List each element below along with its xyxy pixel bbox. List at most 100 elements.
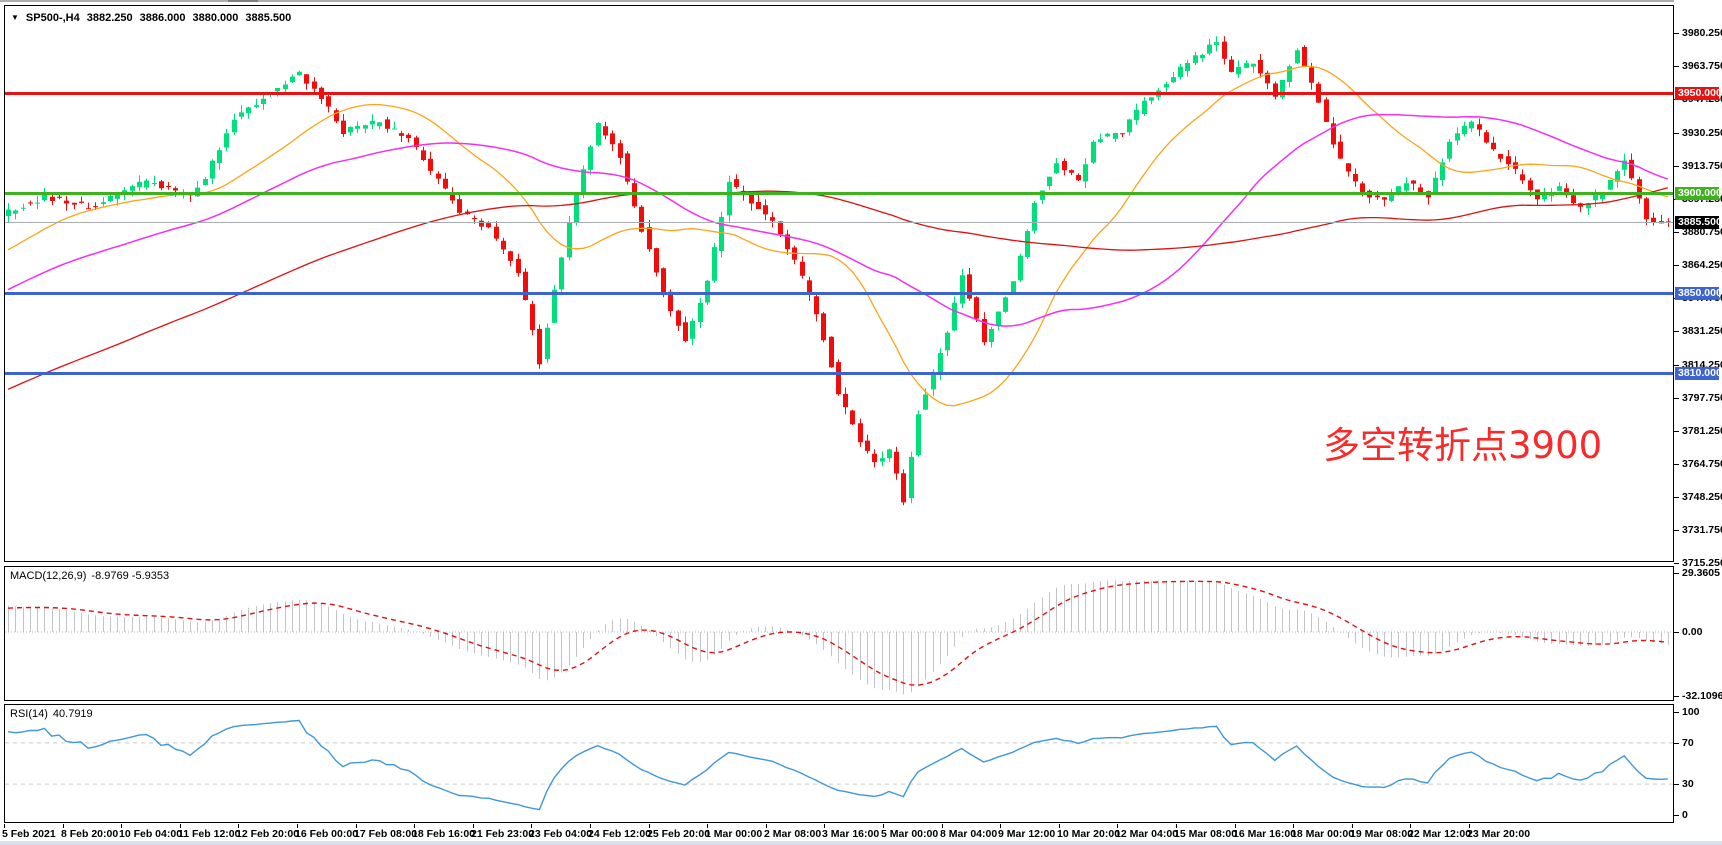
rsi-tick-label: 0	[1682, 809, 1688, 821]
time-axis-label: 16 Feb 00:00	[295, 828, 359, 840]
moving-average-fast	[7, 65, 1668, 407]
time-tick-mark	[180, 824, 181, 828]
time-axis-label: 16 Mar 16:00	[1233, 828, 1297, 840]
time-tick-mark	[1410, 824, 1411, 828]
time-tick-mark	[4, 824, 5, 828]
time-axis-label: 23 Feb 04:00	[529, 828, 593, 840]
price-tick-label: 3797.750	[1682, 392, 1722, 404]
moving-average-medium	[7, 113, 1669, 327]
price-tick-label: 3864.250	[1682, 259, 1722, 271]
chart-annotation-text: 多空转折点3900	[1323, 424, 1603, 467]
symbol-timeframe-label: SP500-,H4	[25, 12, 80, 24]
rsi-name: RSI(14)	[10, 708, 48, 720]
axis-tick-mark	[1674, 530, 1679, 531]
time-axis[interactable]: 5 Feb 2021 8 Feb 20:00 10 Feb 04:00 11 Feb …	[0, 824, 1674, 841]
time-axis-label: 19 Mar 08:00	[1350, 828, 1414, 840]
window-top-border	[0, 0, 1722, 2]
candlestick-chart-canvas[interactable]	[5, 6, 1673, 561]
time-tick-mark	[1117, 824, 1118, 828]
rsi-tick-label: 30	[1682, 778, 1694, 790]
quote-close: 3885.500	[245, 12, 292, 24]
axis-tick-mark	[1674, 33, 1679, 34]
time-tick-mark	[297, 824, 298, 828]
price-level-badge: 3850.000	[1675, 287, 1722, 300]
time-tick-mark	[63, 824, 64, 828]
time-axis-label: 5 Mar 00:00	[881, 828, 939, 840]
symbol-dropdown-icon[interactable]: ▼	[11, 13, 19, 22]
time-tick-mark	[121, 824, 122, 828]
time-axis-label: 12 Feb 20:00	[236, 828, 300, 840]
time-axis-label: 25 Feb 20:00	[647, 828, 711, 840]
rsi-value: 40.7919	[52, 708, 93, 720]
time-axis-label: 11 Feb 12:00	[178, 828, 241, 840]
time-axis-label: 23 Mar 20:00	[1467, 828, 1531, 840]
macd-chart-canvas[interactable]	[5, 567, 1673, 700]
time-axis-label: 24 Feb 12:00	[588, 828, 652, 840]
price-tick-label: 3963.750	[1682, 60, 1722, 72]
macd-signal-line	[7, 580, 1668, 686]
macd-indicator-panel[interactable]: MACD(12,26,9) -8.9769 -5.9353	[4, 566, 1674, 701]
time-tick-mark	[531, 824, 532, 828]
rsi-tick-label: 70	[1682, 737, 1694, 749]
time-tick-mark	[590, 824, 591, 828]
time-axis-label: 12 Mar 04:00	[1115, 828, 1179, 840]
axis-tick-mark	[1674, 632, 1679, 633]
window-top-border-notch	[228, 0, 258, 2]
price-tick-label: 3748.250	[1682, 491, 1722, 503]
axis-tick-mark	[1674, 232, 1679, 233]
time-tick-mark	[707, 824, 708, 828]
time-axis-label: 17 Feb 08:00	[354, 828, 418, 840]
time-axis-label: 8 Mar 04:00	[940, 828, 998, 840]
time-tick-mark	[414, 824, 415, 828]
price-tick-label: 3913.750	[1682, 160, 1722, 172]
window-bottom-strip	[0, 841, 1722, 845]
time-axis-label: 21 Feb 23:00	[471, 828, 535, 840]
rsi-indicator-panel[interactable]: RSI(14) 40.7919	[4, 704, 1674, 823]
macd-name: MACD(12,26,9)	[10, 570, 87, 582]
macd-tick-label: 0.00	[1682, 626, 1703, 638]
time-axis-label: 15 Mar 08:00	[1174, 828, 1238, 840]
axis-tick-mark	[1674, 66, 1679, 67]
time-axis-label: 5 Feb 2021	[2, 828, 56, 840]
axis-tick-mark	[1674, 398, 1679, 399]
price-level-badge: 3950.000	[1675, 87, 1722, 100]
macd-tick-label: -32.1096	[1682, 690, 1722, 702]
axis-tick-mark	[1674, 265, 1679, 266]
axis-tick-mark	[1674, 784, 1679, 785]
price-level-badge: 3900.000	[1675, 187, 1722, 200]
time-axis-label: 10 Feb 04:00	[119, 828, 183, 840]
quote-low: 3880.000	[192, 12, 239, 24]
time-axis-label: 8 Feb 20:00	[61, 828, 119, 840]
time-tick-mark	[473, 824, 474, 828]
axis-tick-mark	[1674, 712, 1679, 713]
time-tick-mark	[1000, 824, 1001, 828]
price-tick-label: 3880.750	[1682, 226, 1722, 238]
main-chart-panel[interactable]: ▼ SP500-,H4 3882.250 3886.000 3880.000 3885.5…	[4, 5, 1674, 562]
moving-average-slow	[7, 187, 1668, 390]
macd-histogram	[8, 580, 1669, 695]
axis-tick-mark	[1674, 563, 1679, 564]
axis-tick-mark	[1674, 365, 1679, 366]
axis-tick-mark	[1674, 166, 1679, 167]
time-axis-label: 22 Mar 12:00	[1408, 828, 1472, 840]
axis-tick-mark	[1674, 464, 1679, 465]
price-tick-label: 3781.250	[1682, 425, 1722, 437]
rsi-label: RSI(14) 40.7919	[10, 708, 93, 720]
time-tick-mark	[1059, 824, 1060, 828]
axis-tick-mark	[1674, 573, 1679, 574]
rsi-tick-label: 100	[1682, 706, 1700, 718]
axis-tick-mark	[1674, 497, 1679, 498]
axis-tick-mark	[1674, 331, 1679, 332]
quote-open: 3882.250	[86, 12, 133, 24]
price-level-badge: 3810.000	[1675, 367, 1722, 380]
axis-tick-mark	[1674, 133, 1679, 134]
price-tick-label: 3731.750	[1682, 524, 1722, 536]
price-axis[interactable]: 3980.2503963.7503947.2503930.2503913.750…	[1674, 0, 1722, 840]
time-tick-mark	[766, 824, 767, 828]
macd-label: MACD(12,26,9) -8.9769 -5.9353	[10, 570, 169, 582]
axis-tick-mark	[1674, 815, 1679, 816]
price-level-badge: 3885.500	[1675, 216, 1722, 229]
time-tick-mark	[356, 824, 357, 828]
rsi-chart-canvas[interactable]	[5, 705, 1673, 822]
